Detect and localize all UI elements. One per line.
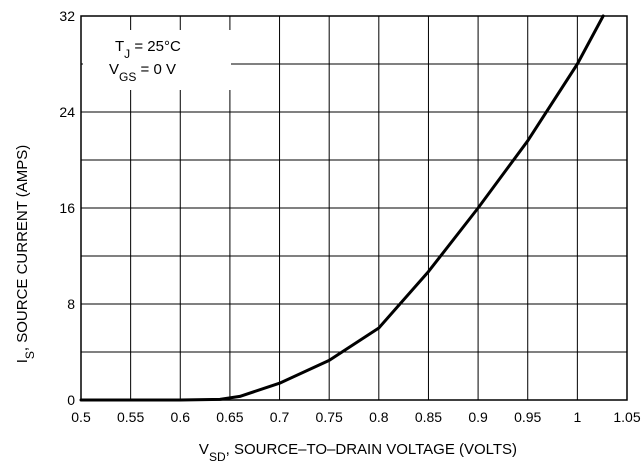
x-tick-label-11: 1.05 [613, 409, 640, 425]
y-tick-label-0: 0 [67, 392, 75, 408]
x-tick-label-6: 0.8 [369, 409, 389, 425]
conditions-box [83, 30, 231, 90]
y-tick-label-2: 16 [59, 200, 75, 216]
y-tick-label-1: 8 [67, 296, 75, 312]
plot-frame [80, 15, 628, 401]
x-tick-label-2: 0.6 [171, 409, 191, 425]
x-tick-label-10: 1 [573, 409, 581, 425]
x-tick-label-3: 0.65 [216, 409, 243, 425]
y-tick-label-4: 32 [59, 8, 75, 24]
x-axis-label: VSD, SOURCE–TO–DRAIN VOLTAGE (VOLTS) [199, 441, 517, 464]
y-axis-label: IS, SOURCE CURRENT (AMPS) [14, 145, 37, 364]
x-tick-label-8: 0.9 [468, 409, 488, 425]
x-tick-label-0: 0.5 [71, 409, 91, 425]
annotation-gate-voltage: VGS = 0 V [109, 61, 176, 84]
x-tick-label-1: 0.55 [117, 409, 144, 425]
conditions-box-bg [83, 30, 231, 90]
x-tick-label-5: 0.75 [316, 409, 343, 425]
x-tick-label-4: 0.7 [270, 409, 290, 425]
tick-labels: 0.5 0.55 0.6 0.65 0.7 0.75 0.8 0.85 0.9 0.95 1 1.05… [59, 8, 640, 425]
series-line-0 [79, 14, 605, 402]
x-tick-label-9: 0.95 [514, 409, 541, 425]
plot-border [80, 15, 628, 401]
annotation-temperature: TJ = 25°C [115, 38, 181, 61]
y-tick-label-3: 24 [59, 104, 75, 120]
x-tick-label-7: 0.85 [415, 409, 442, 425]
data-series [79, 14, 605, 402]
